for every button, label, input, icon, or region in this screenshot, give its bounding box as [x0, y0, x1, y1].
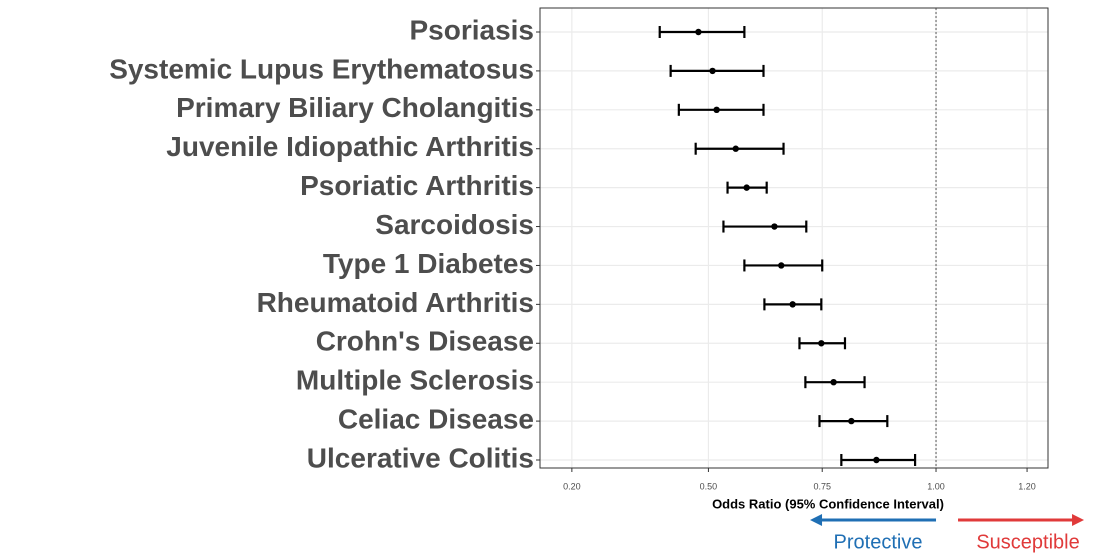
point	[789, 301, 796, 308]
y-tick-label: Systemic Lupus Erythematosus	[109, 53, 534, 84]
point	[695, 28, 702, 36]
x-tick-label: 0.50	[700, 481, 718, 491]
annotation: Protective	[834, 531, 923, 553]
y-tick-label: Rheumatoid Arthritis	[257, 287, 534, 318]
point	[778, 262, 785, 269]
point	[771, 223, 778, 230]
x-tick-label: 1.20	[1018, 481, 1036, 491]
panel-border	[539, 7, 1049, 469]
x-tick-label: 1.00	[927, 481, 945, 491]
y-tick-label: Sarcoidosis	[375, 209, 534, 240]
point	[873, 456, 880, 464]
annotation: Susceptible	[976, 531, 1079, 553]
panel	[540, 8, 1048, 468]
point	[830, 378, 837, 386]
y-tick-label: Type 1 Diabetes	[323, 248, 534, 279]
y-tick-label: Psoriasis	[409, 14, 534, 45]
x-tick-label: 0.75	[813, 481, 831, 491]
point	[732, 145, 739, 152]
point	[818, 340, 825, 347]
point	[743, 184, 750, 191]
point	[713, 106, 720, 114]
point	[709, 67, 716, 75]
y-tick-label: Psoriatic Arthritis	[300, 170, 534, 201]
y-tick-label: Celiac Disease	[338, 403, 534, 434]
arrow-head	[810, 514, 823, 526]
arrow-head	[1072, 514, 1085, 526]
x-axis-title: Odds Ratio (95% Confidence Interval)	[712, 496, 944, 511]
point	[848, 417, 855, 425]
y-tick-label: Primary Biliary Cholangitis	[176, 92, 534, 123]
y-tick-label: Juvenile Idiopathic Arthritis	[166, 131, 534, 162]
y-tick-label: Crohn's Disease	[316, 326, 534, 357]
x-tick-label: 0.20	[563, 481, 581, 491]
y-tick-label: Ulcerative Colitis	[307, 442, 534, 473]
y-tick-label: Multiple Sclerosis	[296, 365, 534, 396]
